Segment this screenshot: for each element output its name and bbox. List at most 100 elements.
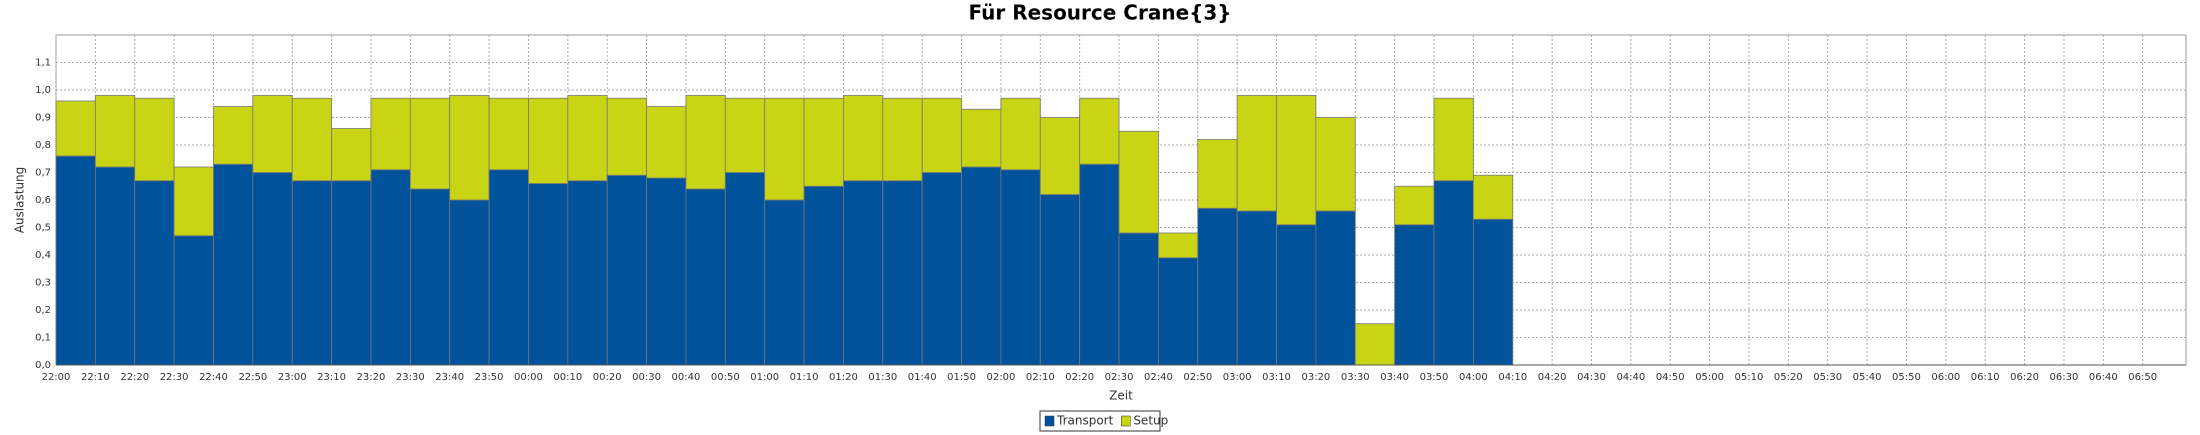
bar-segment: [1394, 185, 1435, 226]
x-tick-label: 04:30: [1577, 372, 1606, 383]
bar-segment: [1433, 180, 1474, 366]
x-tick-label: 22:00: [42, 372, 71, 383]
bar-segment: [94, 95, 136, 168]
bar-segment: [1472, 174, 1514, 220]
bar-segment: [134, 97, 175, 182]
bar-segment: [488, 169, 529, 366]
chart-title: Für Resource Crane{3}: [968, 1, 1231, 25]
x-tick-label: 06:10: [1971, 372, 2000, 383]
bar-segment: [1472, 218, 1514, 366]
bar-segment: [1158, 232, 1199, 259]
bar-segment: [567, 95, 608, 182]
x-tick-label: 01:40: [908, 372, 937, 383]
bar-segment: [55, 155, 96, 366]
x-tick-label: 23:30: [396, 372, 425, 383]
x-tick-label: 01:00: [750, 372, 779, 383]
bar-segment: [843, 95, 884, 182]
x-tick-label: 02:30: [1105, 372, 1134, 383]
x-tick-label: 00:00: [514, 372, 543, 383]
x-axis-label: Zeit: [1109, 389, 1133, 403]
bar-segment: [134, 180, 175, 366]
x-tick-label: 22:40: [199, 372, 228, 383]
bar-segment: [764, 199, 805, 366]
y-tick-label: 0,5: [35, 223, 51, 234]
legend-label: Setup: [1133, 414, 1168, 428]
bar-segment: [94, 166, 136, 366]
y-tick-label: 0,0: [35, 360, 51, 371]
bar-segment: [882, 97, 923, 182]
bar-segment: [1315, 117, 1356, 212]
bar-segment: [606, 97, 647, 176]
y-tick-label: 1,1: [35, 58, 51, 69]
bar-segment: [173, 166, 214, 237]
x-tick-label: 00:20: [593, 372, 622, 383]
x-tick-label: 23:40: [435, 372, 464, 383]
x-tick-label: 04:10: [1498, 372, 1527, 383]
x-tick-label: 04:50: [1656, 372, 1685, 383]
x-tick-label: 22:50: [238, 372, 267, 383]
x-tick-label: 01:50: [947, 372, 976, 383]
x-tick-label: 01:20: [829, 372, 858, 383]
x-tick-label: 06:20: [2010, 372, 2039, 383]
bar-segment: [843, 180, 884, 366]
x-tick-label: 22:10: [81, 372, 110, 383]
bar-segment: [1315, 210, 1356, 366]
bar-segment: [252, 172, 293, 366]
y-tick-label: 0,7: [35, 168, 51, 179]
x-tick-label: 06:50: [2128, 372, 2157, 383]
bar-segment: [921, 97, 962, 173]
bar-segment: [55, 100, 96, 157]
x-tick-label: 04:40: [1616, 372, 1645, 383]
bar-segment: [1433, 97, 1474, 182]
bar-segment: [449, 199, 490, 366]
bar-segment: [1236, 210, 1277, 366]
bar-segment: [1118, 130, 1159, 234]
bar-segment: [1039, 194, 1081, 366]
y-tick-label: 0,2: [35, 305, 51, 316]
x-tick-label: 05:30: [1813, 372, 1842, 383]
bar-segment: [213, 106, 254, 165]
x-tick-label: 01:10: [790, 372, 819, 383]
bar-segment: [724, 97, 766, 173]
x-tick-label: 02:40: [1144, 372, 1173, 383]
x-tick-label: 23:10: [317, 372, 346, 383]
bar-segment: [1276, 224, 1317, 366]
bar-segment: [646, 106, 687, 179]
bar-segment: [1394, 224, 1435, 366]
x-tick-label: 22:30: [160, 372, 189, 383]
bar-segment: [1158, 257, 1199, 366]
bar-segment: [252, 95, 293, 173]
x-tick-label: 05:40: [1853, 372, 1882, 383]
bar-segment: [803, 185, 844, 366]
bar-segment: [488, 97, 529, 171]
bar-segment: [1118, 232, 1159, 366]
bar-segment: [409, 188, 451, 366]
x-tick-label: 03:10: [1262, 372, 1291, 383]
x-tick-label: 03:00: [1223, 372, 1252, 383]
x-tick-label: 03:50: [1420, 372, 1449, 383]
bar-segment: [803, 97, 844, 187]
y-tick-label: 0,6: [35, 195, 51, 206]
bar-segment: [882, 180, 923, 366]
bar-segment: [685, 188, 726, 366]
bar-segment: [213, 163, 254, 366]
x-tick-label: 02:00: [987, 372, 1016, 383]
bar-segment: [1039, 117, 1081, 195]
x-tick-label: 02:20: [1065, 372, 1094, 383]
x-tick-label: 06:30: [2050, 372, 2079, 383]
bar-segment: [1354, 323, 1396, 366]
x-tick-label: 04:20: [1538, 372, 1567, 383]
bar-segment: [173, 235, 214, 366]
x-tick-label: 03:40: [1380, 372, 1409, 383]
x-tick-label: 05:00: [1695, 372, 1724, 383]
bar-segment: [646, 177, 687, 366]
bar-segment: [1000, 169, 1041, 366]
bar-segment: [1079, 163, 1120, 366]
bar-segment: [961, 166, 1002, 366]
bar-segment: [291, 180, 333, 366]
y-tick-label: 0,3: [35, 278, 51, 289]
bar-segment: [370, 169, 411, 366]
legend-swatch: [1044, 415, 1055, 427]
bar-segment: [409, 97, 451, 190]
